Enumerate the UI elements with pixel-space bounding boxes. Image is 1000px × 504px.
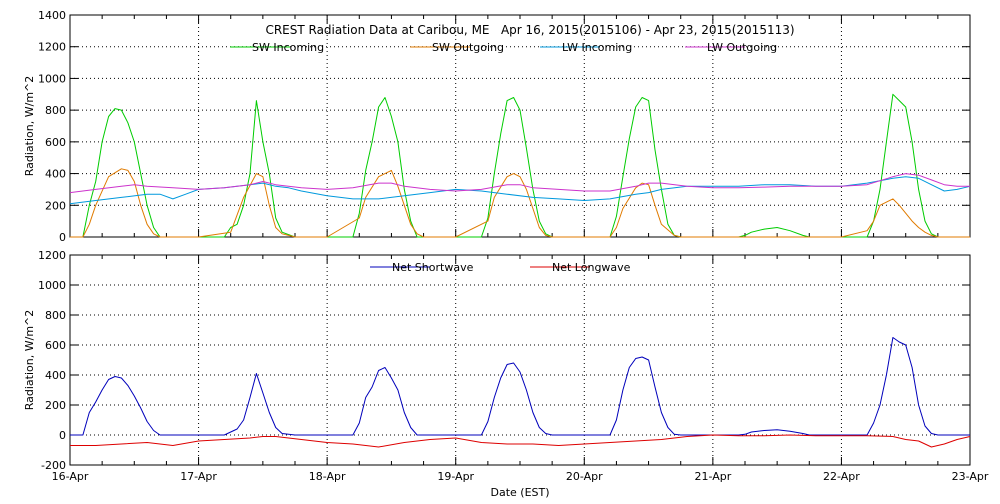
series-line-lw-outgoing <box>69 173 970 194</box>
y-tick-label: 1000 <box>38 279 66 292</box>
y-tick-label: 1200 <box>38 249 66 262</box>
y-tick-label: 1000 <box>38 72 66 85</box>
y-tick-label: 1200 <box>38 41 66 54</box>
y-tick-label: 600 <box>45 339 66 352</box>
series-line-sw-outgoing <box>70 168 970 238</box>
bottom-series <box>70 337 971 448</box>
bottom-legend: Net Shortwave Net Longwave <box>370 261 631 274</box>
top-grid <box>70 15 970 237</box>
y-tick-label: 400 <box>45 168 66 181</box>
x-tick-label: 18-Apr <box>309 470 346 483</box>
legend-label-sw-outgoing: SW Outgoing <box>432 41 504 54</box>
x-ticks: 16-Apr 17-Apr 18-Apr 19-Apr 20-Apr 21-Apr 22-A… <box>52 470 989 483</box>
y-tick-label: 800 <box>45 104 66 117</box>
legend-label-lw-outgoing: LW Outgoing <box>707 41 777 54</box>
series-line-net-shortwave <box>70 337 970 436</box>
y-tick-label: -200 <box>41 459 66 472</box>
legend-label-lw-incoming: LW Incoming <box>562 41 632 54</box>
x-tick-label: 19-Apr <box>437 470 474 483</box>
y-tick-label: 0 <box>59 231 66 244</box>
y-tick-label: 0 <box>59 429 66 442</box>
bottom-y-axis-label: Radiation, W/m^2 <box>23 310 36 411</box>
legend-label-sw-incoming: SW Incoming <box>252 41 324 54</box>
top-plot-area <box>69 14 971 238</box>
series-line-net-longwave <box>70 434 971 448</box>
x-axis-label: Date (EST) <box>490 486 549 499</box>
series-line-lw-incoming <box>69 176 971 205</box>
top-series <box>69 93 971 238</box>
bottom-plot-area <box>69 254 971 466</box>
y-tick-label: 1400 <box>38 9 66 22</box>
series-line-sw-incoming <box>70 93 970 238</box>
top-y-axis-label: Radiation, W/m^2 <box>23 76 36 177</box>
x-tick-label: 17-Apr <box>180 470 217 483</box>
y-tick-label: 400 <box>45 369 66 382</box>
top-y-ticks: 0 200 400 600 800 1000 1200 1400 <box>38 9 971 244</box>
x-tick-label: 23-Apr <box>952 470 989 483</box>
legend-label-net-shortwave: Net Shortwave <box>392 261 474 274</box>
bottom-panel: -200 0 200 400 600 800 1000 1200 16-Apr 17-Apr 18… <box>23 249 989 499</box>
bottom-y-ticks: -200 0 200 400 600 800 1000 1200 <box>38 249 971 472</box>
legend-label-net-longwave: Net Longwave <box>552 261 631 274</box>
y-tick-label: 600 <box>45 136 66 149</box>
top-legend: SW Incoming SW Outgoing LW Incoming LW Outg… <box>230 41 777 54</box>
y-tick-label: 800 <box>45 309 66 322</box>
x-tick-label: 20-Apr <box>566 470 603 483</box>
y-tick-label: 200 <box>45 199 66 212</box>
bottom-grid <box>70 255 970 465</box>
top-panel: 0 200 400 600 800 1000 1200 1400 CREST Radiatio… <box>23 9 971 244</box>
x-tick-label: 21-Apr <box>694 470 731 483</box>
chart-title: CREST Radiation Data at Caribou, ME Apr … <box>265 23 794 37</box>
x-tick-label: 16-Apr <box>52 470 89 483</box>
x-tick-label: 22-Apr <box>823 470 860 483</box>
y-tick-label: 200 <box>45 399 66 412</box>
